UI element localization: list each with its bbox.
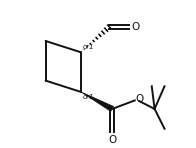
Text: or1: or1 [83,44,94,50]
Text: O: O [135,94,144,104]
Text: O: O [108,135,116,145]
Text: O: O [131,22,140,32]
Text: or1: or1 [83,94,94,100]
Polygon shape [81,92,113,111]
